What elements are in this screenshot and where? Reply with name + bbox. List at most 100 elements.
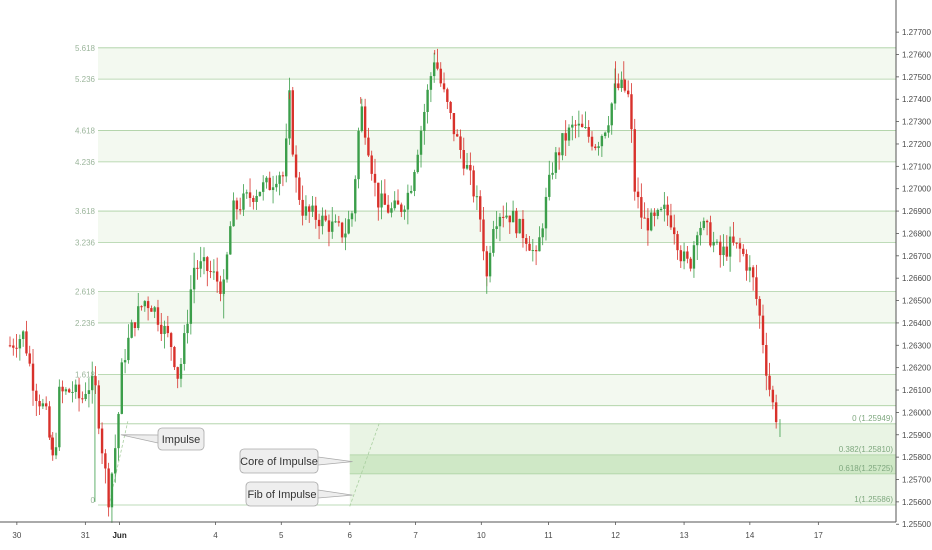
candle-body	[732, 236, 735, 243]
candle-body	[179, 363, 183, 379]
candle-body	[531, 250, 535, 252]
candle-body	[321, 215, 324, 227]
candle-body	[258, 191, 262, 196]
candle-body	[774, 402, 778, 423]
candle-body	[281, 175, 285, 177]
candle-body	[176, 367, 179, 379]
candle-body	[255, 195, 258, 202]
candle-body	[54, 447, 58, 456]
candle-body	[186, 323, 189, 334]
x-tick-label: 10	[477, 531, 486, 540]
candle-body	[225, 254, 229, 280]
y-axis-ticks: 1.27700 1.27600 1.27500 1.27400 1.27300 1.272…	[896, 28, 931, 529]
candle-body	[383, 193, 387, 205]
candle-body	[311, 205, 314, 212]
candle-body	[67, 389, 71, 393]
callout-label: Core of Impulse	[240, 456, 318, 468]
x-axis-ticks: 30 31 Jun 4 5 6 7 10 11 12 13 14 17	[12, 522, 823, 540]
candle-body	[160, 324, 163, 334]
candle-body	[475, 196, 479, 198]
candle-body	[156, 307, 160, 325]
fib-zone-band	[98, 374, 896, 406]
candle-body	[492, 229, 495, 253]
candle-body	[380, 193, 383, 208]
candle-body	[130, 322, 133, 338]
candle-body	[580, 123, 584, 128]
callout-pointer	[317, 456, 353, 466]
candle-body	[485, 251, 488, 277]
candle-body	[416, 154, 419, 173]
x-tick-label: 14	[745, 531, 754, 540]
candle-body	[360, 106, 364, 131]
candle-body	[557, 152, 561, 156]
candle-body	[400, 204, 403, 212]
candle-body	[94, 376, 97, 386]
candle-body	[8, 345, 12, 347]
candle-body	[317, 219, 321, 227]
candle-body	[689, 258, 692, 269]
candle-body	[87, 390, 91, 394]
candle-body	[682, 251, 686, 262]
candle-body	[653, 212, 656, 216]
candle-body	[81, 398, 84, 400]
candle-body	[370, 155, 373, 174]
candle-body	[455, 134, 459, 137]
candle-body	[242, 193, 245, 210]
candle-body	[229, 226, 232, 255]
y-tick-label: 1.26800	[902, 229, 931, 238]
candle-body	[748, 267, 752, 271]
fib-labels: 5.618 5.236 4.618 4.236 3.618 3.236 2.618 2.236…	[75, 44, 893, 505]
candle-body	[100, 428, 104, 454]
candle-body	[587, 127, 590, 137]
y-tick-label: 1.27400	[902, 95, 931, 104]
candle-body	[696, 235, 699, 246]
candle-body	[91, 376, 94, 391]
candle-body	[643, 217, 646, 219]
candle-body	[567, 127, 571, 141]
candle-body	[212, 271, 216, 273]
candle-body	[462, 149, 465, 169]
callout-label: Impulse	[162, 434, 201, 446]
candle-body	[584, 127, 587, 129]
candle-body	[314, 205, 318, 220]
fib-level-label: 3.618	[75, 207, 96, 216]
candle-body	[245, 192, 248, 194]
candle-body	[285, 138, 288, 177]
candle-body	[548, 174, 551, 197]
callout-box[interactable]	[245, 481, 319, 507]
y-tick-label: 1.26200	[902, 364, 931, 373]
candle-body	[613, 83, 617, 104]
candle-body	[261, 182, 265, 192]
callout-box[interactable]	[239, 448, 319, 474]
candle-body	[544, 196, 548, 229]
retracement-label: 0.618(1.25725)	[839, 464, 894, 473]
candle-body	[498, 216, 502, 227]
candle-body	[534, 250, 538, 252]
candle-body	[25, 331, 28, 354]
candle-body	[521, 218, 525, 239]
candle-body	[219, 281, 222, 294]
x-tick-label: 4	[213, 531, 218, 540]
candle-body	[146, 301, 150, 309]
y-tick-label: 1.25500	[902, 520, 931, 529]
candle-body	[649, 212, 653, 231]
candle-body	[38, 401, 41, 407]
fib-zone-band	[98, 130, 896, 162]
candle-body	[597, 146, 600, 149]
candle-body	[446, 89, 449, 102]
candle-body	[663, 204, 666, 209]
callout-box[interactable]	[157, 427, 205, 451]
candle-body	[74, 384, 77, 392]
candle-body	[209, 270, 212, 273]
candle-body	[751, 267, 755, 278]
candle-body	[768, 375, 771, 390]
fib-level-label: 2.236	[75, 319, 96, 328]
candle-body	[673, 227, 676, 235]
candle-body	[594, 146, 597, 149]
candle-body	[554, 152, 558, 173]
candle-body	[12, 345, 15, 348]
candle-body	[715, 241, 719, 243]
callouts[interactable]: Impulse Core of Impulse Fib of Impulse	[120, 427, 353, 507]
candle-body	[765, 344, 768, 376]
candle-body	[51, 437, 54, 456]
